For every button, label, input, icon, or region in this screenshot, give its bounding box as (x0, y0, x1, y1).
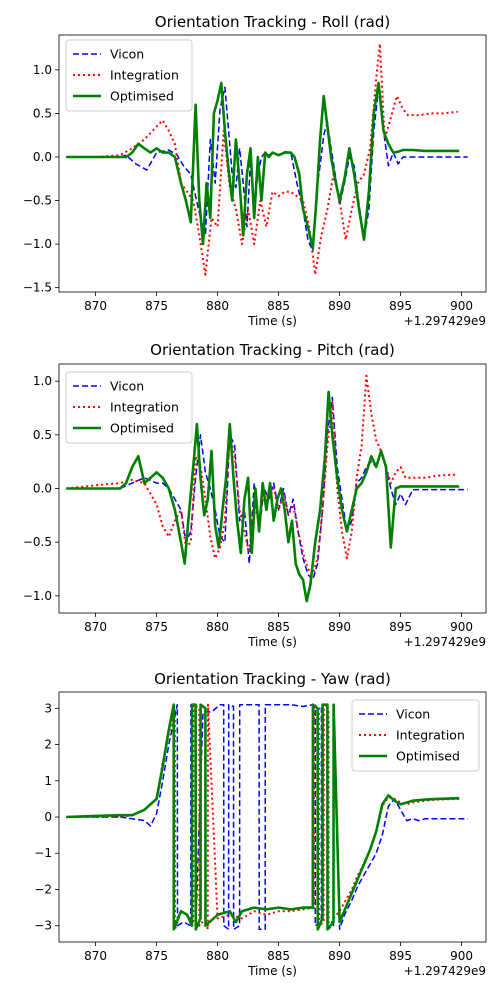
y-tick-label: −3 (34, 919, 52, 933)
y-tick-label: −1.5 (23, 281, 52, 295)
series-line-integration (66, 374, 458, 576)
legend-box (351, 699, 480, 772)
x-tick-label: 875 (145, 949, 168, 963)
y-tick-label: 1.0 (33, 63, 52, 77)
y-tick-label: 0.0 (33, 482, 52, 496)
legend-box (65, 371, 193, 444)
series-line-integration (66, 42, 459, 276)
axis-offset-text: +1.297429e9 (404, 635, 486, 649)
chart-title: Orientation Tracking - Roll (rad) (155, 13, 390, 31)
series-group (66, 42, 468, 276)
y-tick-label: −0.5 (23, 194, 52, 208)
y-tick-label: −1.0 (23, 589, 52, 603)
x-tick-label: 885 (267, 620, 290, 634)
axis-offset-text: +1.297429e9 (404, 964, 486, 978)
series-line-optimised (66, 81, 460, 250)
chart-panel-1: 870 875 880 885 890 895 900 −1.0 −0.5 0.0 0.5 1.0 Or… (23, 341, 487, 649)
chart-panel-2: 870 875 880 885 890 895 900 −3 −2 −1 0 1 2 3 Orientati… (34, 670, 487, 978)
x-tick-label: 880 (206, 299, 229, 313)
y-tick-label: −1.0 (23, 237, 52, 251)
legend-label: Vicon (396, 707, 430, 722)
y-tick-label: 3 (44, 701, 52, 715)
x-tick-label: 900 (450, 299, 473, 313)
x-tick-label: 885 (267, 949, 290, 963)
x-tick-label: 870 (84, 620, 107, 634)
x-tick-label: 875 (145, 620, 168, 634)
series-group (66, 703, 468, 931)
y-tick-label: 0.0 (33, 150, 52, 164)
series-line-vicon (66, 703, 468, 931)
legend-box (65, 39, 193, 112)
x-tick-label: 900 (450, 949, 473, 963)
axis-offset-text: +1.297429e9 (404, 314, 486, 328)
legend-label: Vicon (110, 47, 144, 62)
x-tick-label: 880 (206, 620, 229, 634)
x-tick-label: 885 (267, 299, 290, 313)
x-tick-label: 895 (389, 299, 412, 313)
legend: Vicon Integration Optimised (65, 39, 193, 112)
x-tick-label: 870 (84, 299, 107, 313)
x-tick-label: 890 (328, 620, 351, 634)
y-tick-label: 1 (44, 774, 52, 788)
x-tick-label: 900 (450, 620, 473, 634)
legend-label: Optimised (110, 421, 174, 436)
legend-label: Optimised (110, 89, 174, 104)
legend-label: Integration (396, 728, 465, 743)
x-tick-label: 880 (206, 949, 229, 963)
plot-frame (58, 34, 487, 293)
chart-title: Orientation Tracking - Yaw (rad) (154, 670, 391, 688)
x-tick-label: 875 (145, 299, 168, 313)
x-axis-label: Time (s) (247, 314, 297, 328)
series-line-optimised (66, 703, 460, 931)
y-tick-label: −2 (34, 882, 52, 896)
y-tick-label: −0.5 (23, 535, 52, 549)
legend: Vicon Integration Optimised (351, 699, 480, 772)
series-group (66, 374, 468, 603)
legend: Vicon Integration Optimised (65, 371, 193, 444)
x-tick-label: 895 (389, 949, 412, 963)
y-tick-label: −1 (34, 846, 52, 860)
legend-label: Integration (110, 68, 179, 83)
legend-label: Vicon (110, 379, 144, 394)
x-tick-label: 890 (328, 949, 351, 963)
legend-label: Integration (110, 400, 179, 415)
y-tick-label: 2 (44, 738, 52, 752)
x-axis-label: Time (s) (247, 635, 297, 649)
x-tick-label: 890 (328, 299, 351, 313)
y-tick-label: 0 (44, 810, 52, 824)
series-line-optimised (66, 390, 460, 603)
x-tick-label: 895 (389, 620, 412, 634)
x-axis-label: Time (s) (247, 964, 297, 978)
y-tick-label: 1.0 (33, 374, 52, 388)
series-line-vicon (66, 86, 468, 252)
chart-panel-0: 870 875 880 885 890 895 900 −1.5 −1.0 −0.5 0.0 0.5 1… (23, 13, 487, 328)
chart-title: Orientation Tracking - Pitch (rad) (150, 341, 395, 359)
y-tick-label: 0.5 (33, 106, 52, 120)
legend-label: Optimised (396, 749, 460, 764)
y-tick-label: 0.5 (33, 428, 52, 442)
x-tick-label: 870 (84, 949, 107, 963)
